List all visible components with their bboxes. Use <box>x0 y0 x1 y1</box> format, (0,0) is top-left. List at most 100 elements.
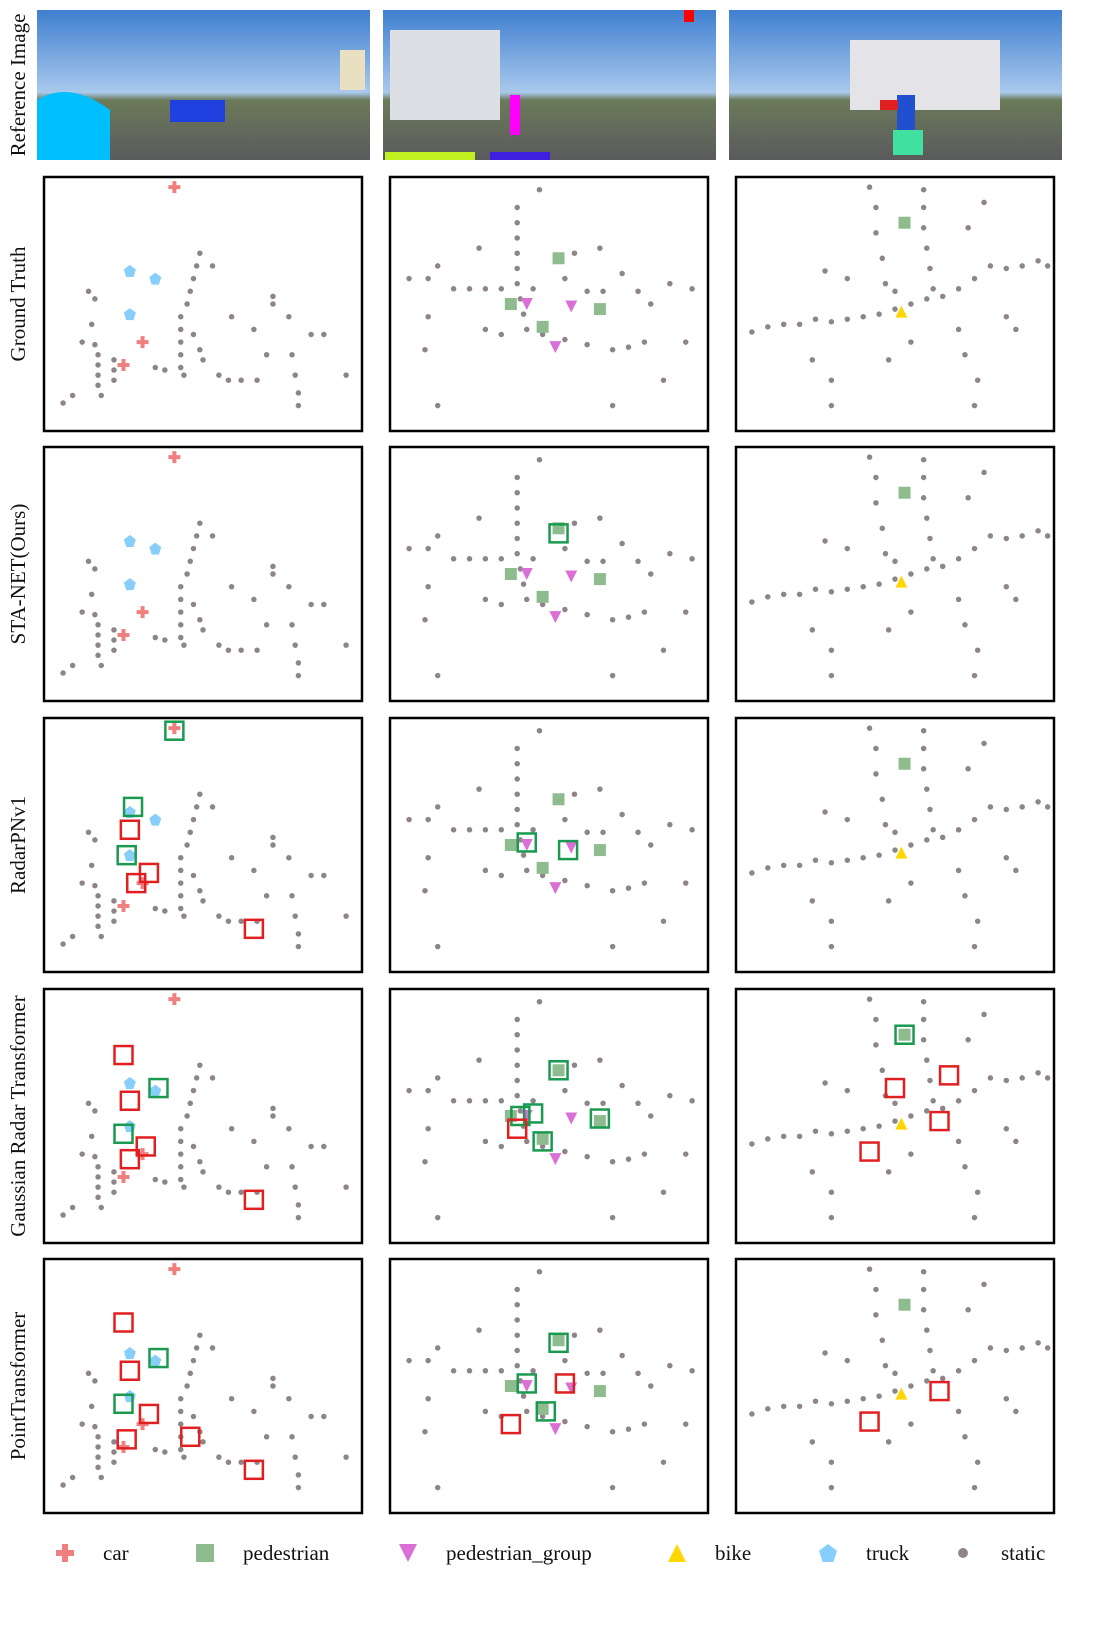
static-point <box>956 327 962 333</box>
static-point <box>181 1454 187 1460</box>
object-point <box>553 1334 565 1346</box>
static-point <box>921 1017 927 1023</box>
static-point <box>296 1215 302 1221</box>
static-point <box>765 1406 771 1412</box>
static-point <box>867 1266 873 1272</box>
static-point <box>908 1383 914 1389</box>
static-point <box>584 1101 590 1107</box>
static-point <box>642 880 648 886</box>
static-point <box>988 263 994 269</box>
static-point <box>572 1332 578 1338</box>
highlight-box <box>940 1066 958 1084</box>
static-point <box>892 1371 898 1377</box>
static-point <box>95 1454 101 1460</box>
static-point <box>425 1396 431 1402</box>
static-point <box>642 339 648 345</box>
object-point <box>521 839 533 851</box>
static-point <box>216 913 222 919</box>
static-point <box>521 852 527 858</box>
static-point <box>483 1409 489 1415</box>
static-point <box>810 1439 816 1445</box>
static-point <box>194 1345 200 1351</box>
static-point <box>296 673 302 679</box>
static-point <box>86 1371 92 1377</box>
static-point <box>626 1156 632 1162</box>
static-point <box>70 1475 76 1481</box>
static-point <box>648 1113 654 1119</box>
static-point <box>95 642 101 648</box>
static-point <box>514 807 520 813</box>
static-point <box>781 592 787 598</box>
static-point <box>86 289 92 295</box>
figure: Reference ImageGround TruthSTA-NET(Ours)… <box>0 0 1097 1623</box>
static-point <box>343 1454 349 1460</box>
static-point <box>251 597 257 603</box>
static-point <box>927 536 933 542</box>
static-point <box>70 1205 76 1211</box>
static-point <box>648 301 654 307</box>
static-point <box>797 322 803 328</box>
static-point <box>191 546 197 552</box>
static-point <box>521 581 527 587</box>
object-point <box>594 1115 606 1127</box>
static-point <box>292 913 298 919</box>
static-point <box>95 893 101 899</box>
static-point <box>60 400 66 406</box>
row-label: Reference Image <box>6 14 30 157</box>
static-point <box>988 533 994 539</box>
static-point <box>689 1098 695 1104</box>
static-point <box>956 1368 962 1374</box>
static-point <box>930 1368 936 1374</box>
static-point <box>111 1439 117 1445</box>
static-point <box>876 1393 882 1399</box>
object-point <box>899 758 911 770</box>
static-point <box>921 1287 927 1293</box>
static-point <box>514 490 520 496</box>
static-point <box>537 999 543 1005</box>
static-point <box>930 1098 936 1104</box>
legend-marker <box>819 1544 837 1562</box>
static-point <box>292 372 298 378</box>
static-point <box>956 868 962 874</box>
static-point <box>95 352 101 358</box>
highlight-box <box>115 1046 133 1064</box>
static-point <box>514 1032 520 1038</box>
static-point <box>162 367 168 373</box>
static-point <box>1004 855 1010 861</box>
static-point <box>1013 868 1019 874</box>
static-point <box>216 372 222 378</box>
static-point <box>425 855 431 861</box>
static-point <box>270 1383 276 1389</box>
static-point <box>921 475 927 481</box>
static-point <box>483 556 489 562</box>
static-point <box>191 1414 197 1420</box>
static-point <box>972 276 978 282</box>
static-point <box>178 868 184 874</box>
static-point <box>111 367 117 373</box>
static-point <box>908 842 914 848</box>
static-point <box>610 673 616 679</box>
static-point <box>972 944 978 950</box>
static-point <box>921 457 927 463</box>
static-point <box>626 614 632 620</box>
static-point <box>514 220 520 226</box>
static-point <box>321 1144 327 1150</box>
static-point <box>226 647 232 653</box>
static-point <box>60 1212 66 1218</box>
static-point <box>1019 533 1024 539</box>
legend-label: car <box>103 1541 129 1565</box>
static-point <box>514 551 520 557</box>
static-point <box>514 1287 520 1293</box>
static-point <box>435 1345 441 1351</box>
static-point <box>845 316 851 322</box>
static-point <box>600 289 606 295</box>
static-point <box>226 377 232 383</box>
static-point <box>86 1101 92 1107</box>
object-point <box>594 1385 606 1397</box>
static-point <box>422 1159 428 1165</box>
static-point <box>467 286 473 292</box>
object-point <box>549 882 561 894</box>
static-point <box>162 637 168 643</box>
static-point <box>1045 804 1051 810</box>
static-point <box>845 546 851 552</box>
